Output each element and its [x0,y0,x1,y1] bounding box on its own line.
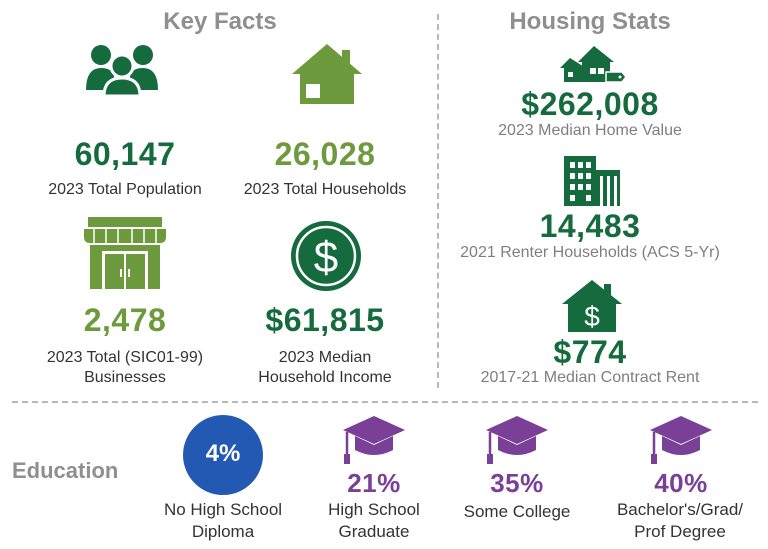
some-college-value: 35% [490,468,544,498]
education-title: Education [12,458,119,483]
vertical-divider [437,14,439,388]
svg-text:$: $ [314,233,338,282]
dollar-circle-icon: $ [290,220,362,292]
graduation-cap-icon [341,414,407,468]
home-value-value: $262,008 [521,86,659,122]
renters-value: 14,483 [539,208,641,244]
income-value: $61,815 [265,302,385,338]
graduation-cap-icon [648,414,714,468]
income-label-2: Household Income [258,369,392,386]
horizontal-divider [12,401,758,403]
businesses-label-2: Businesses [84,369,166,386]
high-school-value: 21% [347,468,401,498]
households-value: 26,028 [274,136,376,172]
bachelors-label-1: Bachelor's/Grad/ [616,500,744,519]
businesses-label-1: 2023 Total (SIC01-99) [46,349,204,366]
home-value-label: 2023 Median Home Value [498,122,682,139]
population-value: 60,147 [74,136,176,172]
no-diploma-label-1: No High School [163,500,283,519]
income-label-1: 2023 Median [278,349,372,366]
high-school-label-2: Graduate [338,522,410,541]
house-dollar-icon: $ [562,280,622,332]
key-facts-title: Key Facts [163,8,277,35]
house-icon [290,42,364,106]
high-school-label-1: High School [328,500,420,519]
rent-value: $774 [553,334,627,370]
people-icon [86,44,158,96]
houses-tag-icon [560,42,628,90]
bachelors-value: 40% [654,468,708,498]
no-diploma-value: 4% [205,440,241,467]
svg-text:$: $ [584,301,600,332]
graduation-cap-icon [484,414,550,468]
no-diploma-circle [183,415,263,495]
households-label: 2023 Total Households [243,181,407,198]
housing-stats-title: Housing Stats [509,8,671,35]
no-diploma-label-2: Diploma [191,522,255,541]
businesses-value: 2,478 [83,302,167,338]
some-college-label: Some College [463,502,571,521]
rent-label: 2017-21 Median Contract Rent [480,369,700,386]
bachelors-label-2: Prof Degree [634,522,726,541]
building-icon [562,156,622,206]
renters-label: 2021 Renter Households (ACS 5-Yr) [460,244,720,261]
population-label: 2023 Total Population [48,181,202,198]
store-icon [84,217,166,289]
